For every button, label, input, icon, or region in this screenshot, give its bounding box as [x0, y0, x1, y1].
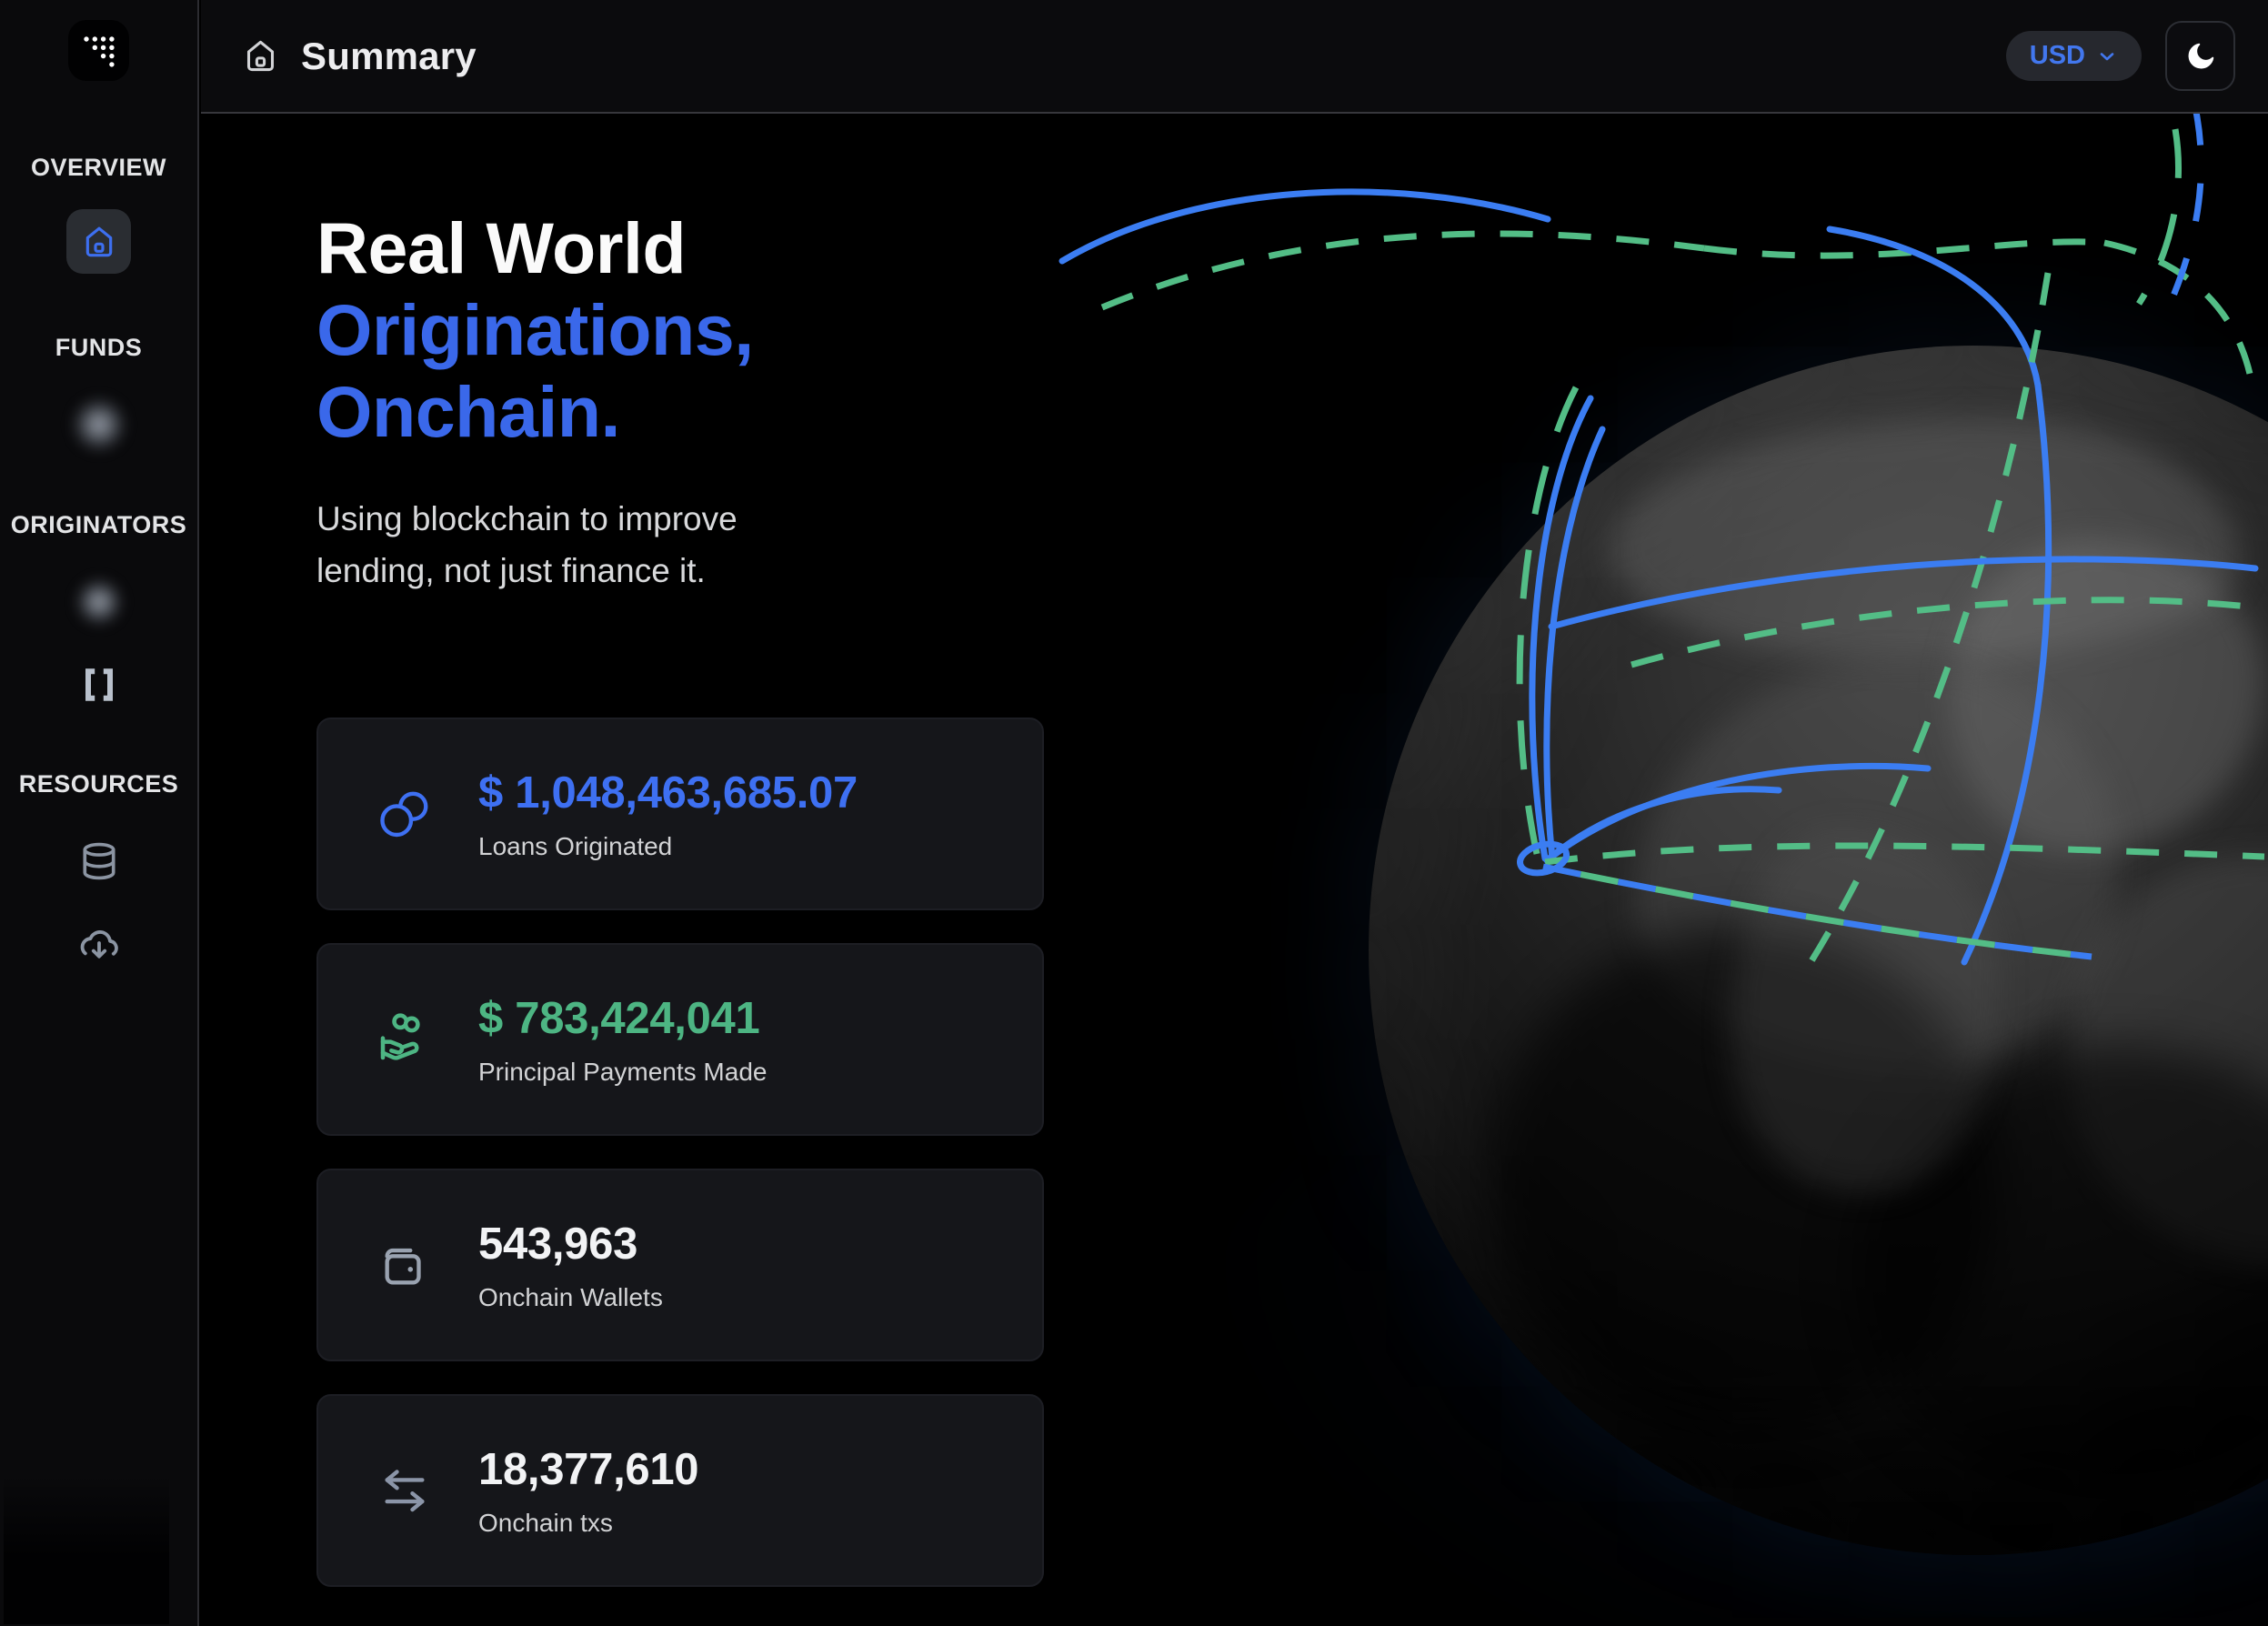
top-bar: Summary USD	[201, 0, 2268, 114]
stats-cards: $ 1,048,463,685.07 Loans Originated $ 78…	[316, 718, 1044, 1587]
stat-value: 18,377,610	[478, 1444, 699, 1494]
sidebar-section-overview: OVERVIEW	[30, 154, 167, 181]
logo-dots-icon	[83, 35, 115, 67]
sidebar-bottom-fade	[4, 1474, 169, 1624]
wallet-icon	[364, 1239, 446, 1291]
currency-selector[interactable]: USD	[2005, 31, 2142, 81]
stat-label: Loans Originated	[478, 831, 673, 860]
stat-card-onchain-wallets: 543,963 Onchain Wallets	[316, 1169, 1044, 1361]
sidebar-section-funds: FUNDS	[55, 334, 143, 361]
hero-title: Real World Originations, Onchain.	[316, 207, 754, 453]
currency-label: USD	[2029, 41, 2085, 70]
stat-value: $ 783,424,041	[478, 993, 760, 1043]
sidebar: OVERVIEW FUNDS ORIGINATORS RESOURCES	[0, 0, 199, 1626]
stat-text: 18,377,610 Onchain txs	[478, 1444, 699, 1538]
coins-icon	[364, 786, 446, 842]
hero-title-line3: Onchain.	[316, 371, 620, 452]
stat-card-loans-originated: $ 1,048,463,685.07 Loans Originated	[316, 718, 1044, 910]
cloud-download-icon	[80, 930, 118, 959]
theme-toggle-button[interactable]	[2165, 21, 2235, 91]
sidebar-item-fund blurred-dot-icon[interactable]	[70, 396, 127, 453]
ocean-shadow-blob	[1852, 1047, 2268, 1507]
sidebar-section-originators: ORIGINATORS	[10, 511, 187, 538]
stat-text: 543,963 Onchain Wallets	[478, 1219, 663, 1312]
hero-title-line1: Real World	[316, 207, 687, 288]
sidebar-item-summary[interactable]	[66, 209, 131, 274]
sidebar-item-downloads[interactable]	[77, 924, 121, 968]
sidebar-item-data[interactable]	[78, 840, 120, 882]
stat-label: Onchain Wallets	[478, 1282, 663, 1311]
stat-card-onchain-txs: 18,377,610 Onchain txs	[316, 1394, 1044, 1587]
page-title: Summary	[301, 34, 477, 77]
dots-triangle-logo[interactable]	[68, 20, 129, 81]
hero-title-line2: Originations,	[316, 289, 754, 370]
stat-label: Principal Payments Made	[478, 1057, 768, 1086]
stat-label: Onchain txs	[478, 1508, 613, 1537]
landmass-blob	[1731, 829, 1998, 1192]
breadcrumb: Summary	[242, 35, 477, 78]
hero-subtitle: Using blockchain to improve lending, not…	[316, 500, 738, 589]
home-icon	[85, 226, 112, 256]
stat-text: $ 783,424,041 Principal Payments Made	[478, 993, 767, 1087]
chevron-down-icon	[2100, 52, 2114, 60]
home-icon	[246, 40, 275, 72]
top-bar-controls: USD	[2005, 21, 2235, 91]
database-icon	[82, 842, 115, 880]
moon-icon	[2188, 43, 2213, 68]
sidebar-section-resources: RESOURCES	[18, 770, 179, 798]
stat-text: $ 1,048,463,685.07 Loans Originated	[478, 768, 858, 861]
stat-card-principal-payments: $ 783,424,041 Principal Payments Made	[316, 943, 1044, 1136]
stat-value: $ 1,048,463,685.07	[478, 768, 858, 818]
transfer-arrows-icon	[364, 1464, 446, 1517]
hand-coins-icon	[364, 1010, 446, 1069]
hero-section: Real World Originations, Onchain. Using …	[316, 207, 754, 597]
brackets-icon	[85, 668, 113, 701]
sidebar-item-brackets[interactable]	[77, 663, 121, 707]
stat-value: 543,963	[478, 1219, 638, 1269]
sidebar-item-originator blurred-dot-icon[interactable]	[74, 577, 124, 627]
